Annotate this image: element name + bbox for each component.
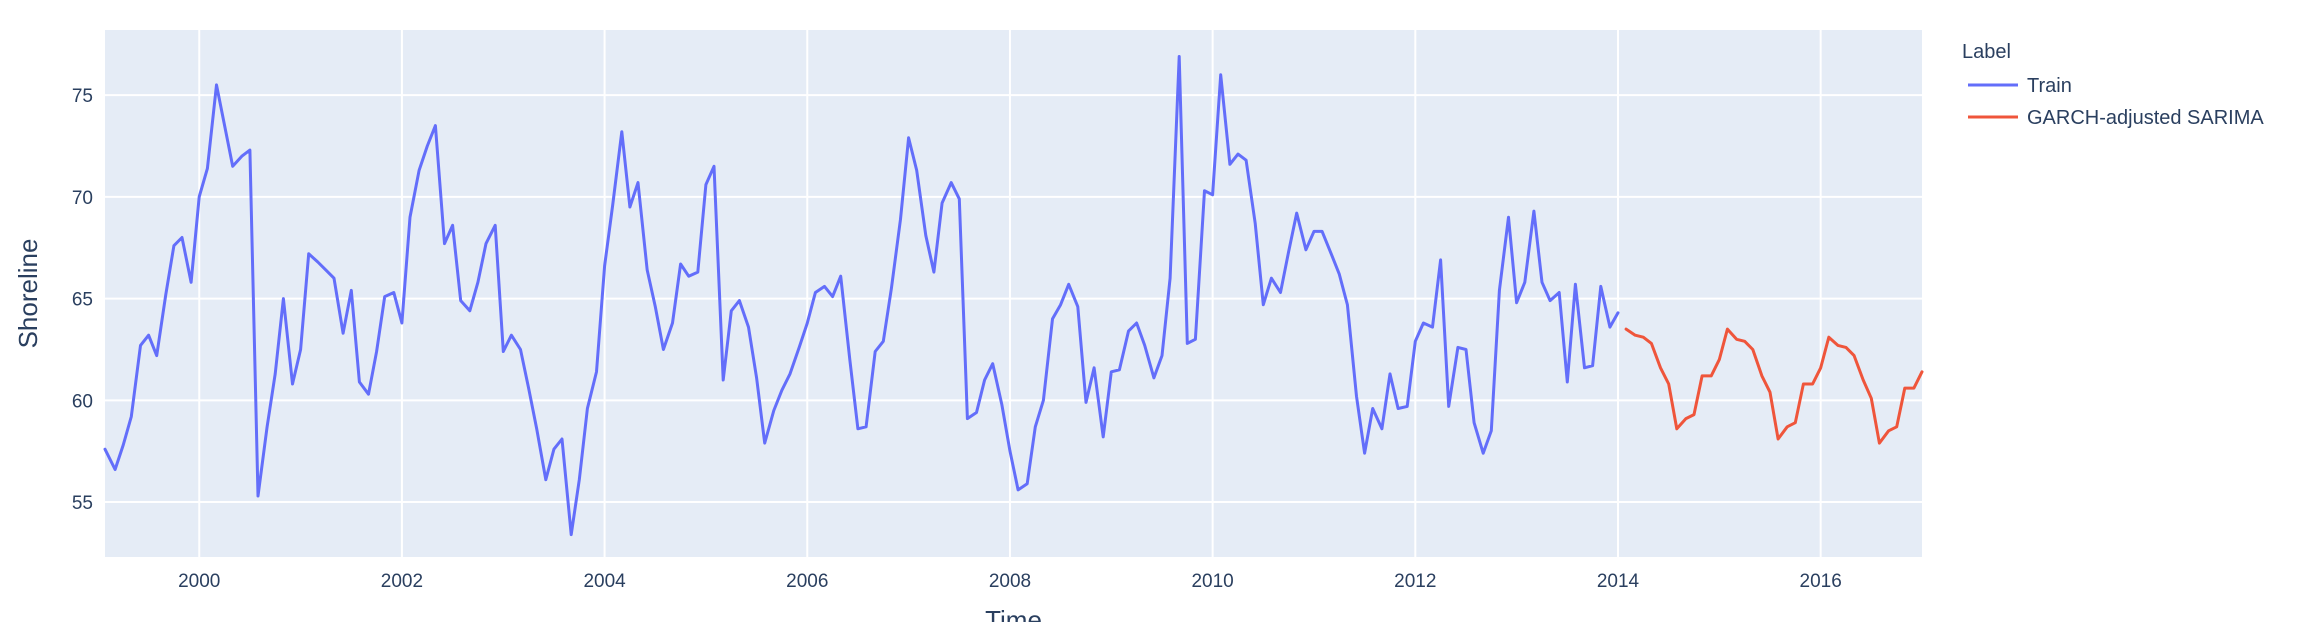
x-gridlines	[198, 30, 1822, 557]
legend-item-1[interactable]: GARCH-adjusted SARIMA	[1968, 107, 2264, 129]
legend-title: Label	[1962, 41, 2011, 63]
legend-label: GARCH-adjusted SARIMA	[2027, 107, 2264, 129]
legend-items[interactable]: Train GARCH-adjusted SARIMA	[1968, 75, 2264, 129]
x-tick-label: 2006	[786, 571, 828, 592]
y-axis-title: Shoreline	[13, 239, 43, 349]
x-tick-label: 2014	[1597, 571, 1640, 592]
series-line-0[interactable]	[103, 55, 1620, 537]
legend-item-0[interactable]: Train	[1968, 75, 2072, 97]
x-tick-label: 2000	[178, 571, 220, 592]
y-tick-labels: 55 60 65 70 75	[72, 86, 93, 514]
x-axis-title: Time	[985, 605, 1042, 622]
x-tick-label: 2002	[381, 571, 423, 592]
x-tick-label: 2004	[583, 571, 626, 592]
x-tick-label: 2008	[989, 571, 1031, 592]
series-line-1[interactable]	[1624, 327, 1924, 445]
x-tick-label: 2016	[1800, 571, 1842, 592]
y-tick-label: 60	[72, 391, 93, 412]
y-tick-label: 75	[72, 86, 93, 107]
legend-label: Train	[2027, 75, 2072, 97]
plot-area	[105, 30, 1922, 557]
y-tick-label: 65	[72, 290, 93, 311]
y-tick-label: 55	[72, 493, 93, 514]
legend[interactable]: Label Train GARCH-adjusted SARIMA	[1962, 41, 2264, 129]
x-tick-labels: 2000 2002 2004 2006 2008 2010 2012 2014 2016	[178, 571, 1842, 592]
x-tick-label: 2010	[1191, 571, 1233, 592]
y-gridlines	[105, 94, 1922, 504]
y-tick-label: 70	[72, 188, 93, 209]
x-tick-label: 2012	[1394, 571, 1436, 592]
series-layer	[103, 55, 1924, 537]
